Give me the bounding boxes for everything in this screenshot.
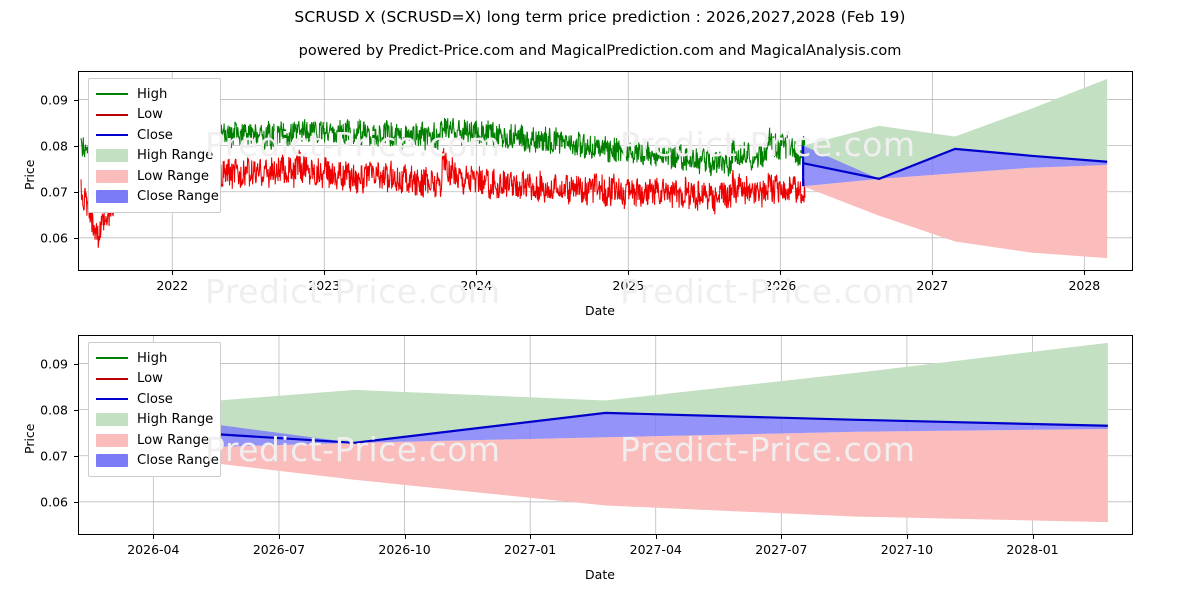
bottom-yaxis-label: Price: [22, 423, 37, 455]
y-tick-label: 0.07: [40, 184, 68, 200]
legend-item-low[interactable]: Low: [96, 105, 211, 126]
x-tick-label: 2023: [308, 278, 341, 293]
x-tick-mark: [404, 535, 406, 539]
chart-subtitle: powered by Predict-Price.com and Magical…: [298, 43, 902, 59]
y-tick-label: 0.07: [40, 448, 68, 464]
legend-swatch-close-range-icon: [96, 454, 128, 468]
legend-swatch-high-range-icon: [96, 413, 128, 427]
x-tick-mark: [476, 271, 478, 275]
x-tick-mark: [324, 271, 326, 275]
x-tick-mark: [906, 535, 908, 539]
x-tick-mark: [1032, 535, 1034, 539]
y-tick-label: 0.08: [40, 402, 68, 418]
legend-swatch-close-icon: [96, 392, 128, 406]
legend-item-low[interactable]: Low: [96, 369, 211, 390]
y-tick-mark: [74, 363, 78, 365]
y-tick-mark: [74, 191, 78, 193]
x-tick-mark: [628, 271, 630, 275]
legend-swatch-high-range-icon: [96, 149, 128, 163]
y-tick-label: 0.06: [40, 230, 68, 246]
y-tick-label: 0.06: [40, 494, 68, 510]
legend-label: Low Range: [137, 432, 209, 448]
legend-item-low-range[interactable]: Low Range: [96, 166, 211, 187]
legend-swatch-close-range-icon: [96, 190, 128, 204]
x-tick-label: 2026-07: [252, 542, 306, 557]
x-tick-label: 2025: [612, 278, 645, 293]
top-chart-canvas: [78, 71, 1133, 271]
x-tick-label: 2022: [156, 278, 189, 293]
x-tick-label: 2026: [764, 278, 797, 293]
legend-item-high-range[interactable]: High Range: [96, 146, 214, 167]
x-tick-label: 2027-01: [504, 542, 557, 557]
legend-swatch-low-icon: [96, 108, 128, 122]
x-tick-mark: [780, 271, 782, 275]
bottom-chart-legend[interactable]: High Low Close High Range Low Range Close Ran…: [88, 342, 221, 477]
legend-label: High: [137, 350, 168, 366]
legend-label: Close: [137, 127, 173, 143]
legend-label: High Range: [137, 148, 214, 164]
x-tick-label: 2027-07: [755, 542, 808, 557]
x-tick-mark: [153, 535, 155, 539]
x-tick-mark: [781, 535, 783, 539]
y-tick-mark: [74, 145, 78, 147]
legend-item-close-range[interactable]: Close Range: [96, 187, 219, 208]
x-tick-mark: [655, 535, 657, 539]
legend-swatch-low-icon: [96, 372, 128, 386]
y-tick-mark: [74, 237, 78, 239]
x-tick-mark: [932, 271, 934, 275]
legend-item-high[interactable]: High: [96, 84, 211, 105]
y-tick-mark: [74, 409, 78, 411]
legend-swatch-high-icon: [96, 87, 128, 101]
legend-swatch-low-range-icon: [96, 169, 128, 183]
legend-item-close[interactable]: Close: [96, 389, 211, 410]
x-tick-label: 2027-04: [629, 542, 682, 557]
chart-title: SCRUSD X (SCRUSD=X) long term price pred…: [294, 8, 906, 26]
y-tick-label: 0.09: [40, 356, 68, 372]
legend-label: Close: [137, 391, 173, 407]
bottom-xaxis-label: Date: [585, 567, 615, 582]
legend-label: High Range: [137, 412, 214, 428]
legend-swatch-low-range-icon: [96, 433, 128, 447]
legend-label: Low: [137, 371, 163, 387]
x-tick-mark: [172, 271, 174, 275]
legend-label: Close Range: [137, 453, 219, 469]
y-tick-mark: [74, 99, 78, 101]
legend-item-close[interactable]: Close: [96, 125, 211, 146]
x-tick-label: 2024: [460, 278, 493, 293]
top-chart-legend[interactable]: High Low Close High Range Low Range Close Ran…: [88, 78, 221, 213]
y-tick-label: 0.09: [40, 92, 68, 108]
top-xaxis-label: Date: [585, 303, 615, 318]
y-tick-label: 0.08: [40, 138, 68, 154]
x-tick-label: 2026-10: [378, 542, 431, 557]
top-yaxis-label: Price: [22, 159, 37, 191]
legend-item-high[interactable]: High: [96, 348, 211, 369]
legend-swatch-close-icon: [96, 128, 128, 142]
y-tick-mark: [74, 455, 78, 457]
x-tick-label: 2027: [916, 278, 949, 293]
x-tick-mark: [530, 535, 532, 539]
bottom-chart-canvas: [78, 335, 1133, 535]
x-tick-label: 2028-01: [1006, 542, 1059, 557]
legend-item-low-range[interactable]: Low Range: [96, 430, 211, 451]
x-tick-label: 2028: [1068, 278, 1101, 293]
bottom-chart-panel: [78, 335, 1133, 535]
legend-item-high-range[interactable]: High Range: [96, 410, 214, 431]
legend-item-close-range[interactable]: Close Range: [96, 451, 219, 472]
legend-label: Close Range: [137, 189, 219, 205]
legend-swatch-high-icon: [96, 351, 128, 365]
x-tick-label: 2027-10: [880, 542, 934, 557]
x-tick-label: 2026-04: [127, 542, 180, 557]
legend-label: High: [137, 86, 168, 102]
legend-label: Low: [137, 107, 163, 123]
top-chart-panel: [78, 71, 1133, 271]
x-tick-mark: [278, 535, 280, 539]
y-tick-mark: [74, 501, 78, 503]
legend-label: Low Range: [137, 168, 209, 184]
x-tick-mark: [1084, 271, 1086, 275]
